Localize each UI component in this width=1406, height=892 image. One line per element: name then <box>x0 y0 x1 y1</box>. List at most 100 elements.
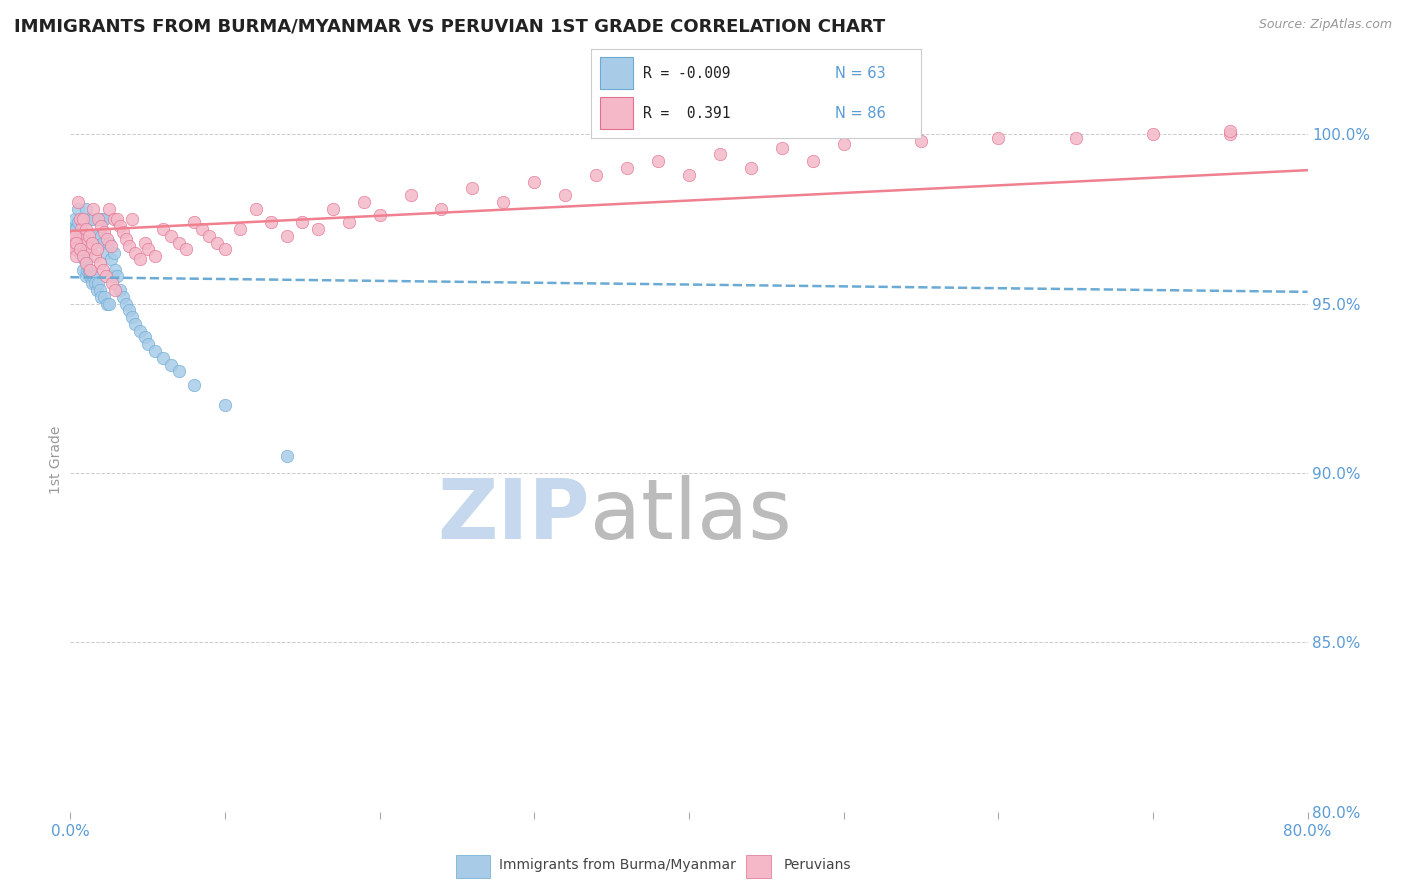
Point <box>260 215 283 229</box>
Point <box>65 249 87 263</box>
Point <box>167 364 190 378</box>
Point <box>63 222 86 236</box>
Point <box>124 245 146 260</box>
Point <box>678 168 700 182</box>
Point <box>111 226 134 240</box>
Point <box>80 276 103 290</box>
Point <box>90 211 112 226</box>
Point <box>121 211 143 226</box>
Point <box>276 449 298 463</box>
Point <box>76 235 98 250</box>
Point <box>63 243 86 257</box>
Point <box>62 228 84 243</box>
Point <box>832 137 855 152</box>
Y-axis label: 1st Grade: 1st Grade <box>49 425 63 493</box>
Text: R =  0.391: R = 0.391 <box>644 106 731 120</box>
Point <box>616 161 638 175</box>
Text: Source: ZipAtlas.com: Source: ZipAtlas.com <box>1258 18 1392 31</box>
Point <box>198 228 221 243</box>
Point <box>152 222 174 236</box>
Point <box>129 252 152 267</box>
Point <box>69 228 91 243</box>
Point <box>103 245 125 260</box>
Point <box>108 219 131 233</box>
Point <box>87 276 110 290</box>
Point <box>80 235 103 250</box>
Point <box>647 154 669 169</box>
Point <box>105 211 128 226</box>
Point <box>63 235 86 250</box>
Point <box>276 228 298 243</box>
Point <box>65 243 87 257</box>
Text: ZIP: ZIP <box>437 475 591 557</box>
Point <box>118 239 141 253</box>
Point <box>94 245 117 260</box>
Point <box>67 215 90 229</box>
Text: atlas: atlas <box>591 475 792 557</box>
Point <box>101 276 124 290</box>
Point <box>105 269 128 284</box>
Point <box>73 228 96 243</box>
Point <box>60 228 83 243</box>
Point <box>214 243 236 257</box>
Point <box>910 134 932 148</box>
Point <box>98 235 120 250</box>
Point <box>90 219 112 233</box>
Point <box>82 269 105 284</box>
Point <box>84 249 107 263</box>
Point <box>65 222 87 236</box>
Point <box>337 215 360 229</box>
Point <box>115 232 138 246</box>
Point <box>353 194 375 209</box>
Point <box>709 147 731 161</box>
Point <box>98 296 120 310</box>
Point <box>104 262 127 277</box>
Point <box>75 269 97 284</box>
Point <box>65 235 87 250</box>
Point <box>91 262 114 277</box>
Point <box>100 239 122 253</box>
Point <box>167 235 190 250</box>
Point <box>229 222 252 236</box>
Point <box>554 188 576 202</box>
Point <box>89 256 111 270</box>
Point <box>585 168 607 182</box>
Point <box>75 256 97 270</box>
Point <box>93 226 115 240</box>
Point <box>207 235 229 250</box>
Point <box>1219 127 1241 141</box>
Point <box>214 398 236 412</box>
Point <box>129 324 152 338</box>
Point <box>72 262 94 277</box>
Point <box>72 249 94 263</box>
Point <box>94 269 117 284</box>
Point <box>368 209 391 223</box>
Point <box>1219 124 1241 138</box>
Point <box>430 202 453 216</box>
Point <box>73 252 96 267</box>
Point <box>1142 127 1164 141</box>
FancyBboxPatch shape <box>456 855 489 878</box>
Point <box>82 202 105 216</box>
Point <box>98 202 120 216</box>
Point <box>136 243 159 257</box>
Point <box>77 211 100 226</box>
Point <box>87 228 110 243</box>
Point <box>160 358 183 372</box>
Point <box>67 235 90 250</box>
Point <box>160 228 183 243</box>
Point <box>115 296 138 310</box>
Point <box>134 330 156 344</box>
Point <box>801 154 824 169</box>
Point <box>461 181 484 195</box>
Point <box>72 245 94 260</box>
Point <box>145 343 166 358</box>
Point <box>82 211 105 226</box>
Point <box>399 188 422 202</box>
FancyBboxPatch shape <box>600 57 634 89</box>
Point <box>62 235 84 250</box>
Point <box>79 262 101 277</box>
Point <box>79 269 101 284</box>
Point <box>174 243 197 257</box>
Point <box>101 269 124 284</box>
